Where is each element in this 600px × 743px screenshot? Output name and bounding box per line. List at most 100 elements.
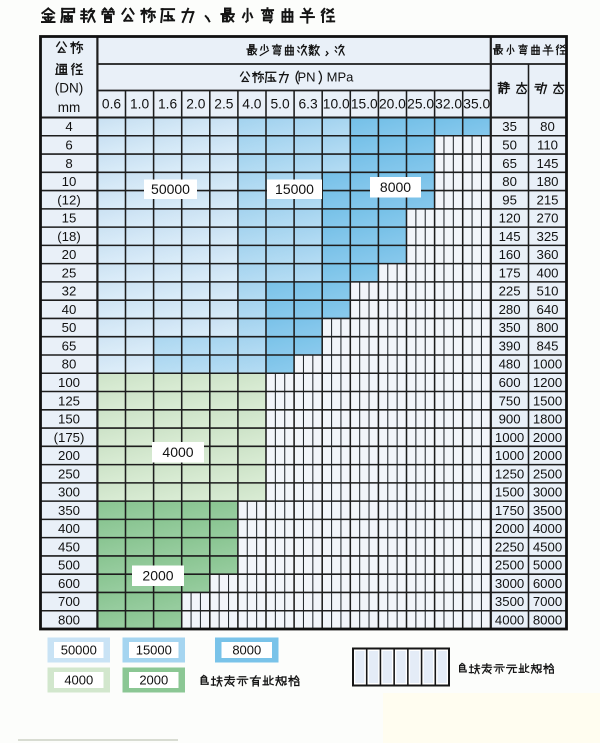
svg-text:2250: 2250 [495,539,524,554]
svg-text:700: 700 [58,594,80,609]
svg-text:80: 80 [540,119,555,134]
svg-text:10.0: 10.0 [323,97,350,112]
svg-text:1250: 1250 [495,466,524,481]
svg-text:180: 180 [536,174,558,189]
svg-text:200: 200 [58,448,80,463]
svg-text:2500: 2500 [495,558,524,573]
svg-text:250: 250 [58,466,80,481]
svg-text:6000: 6000 [533,576,562,591]
svg-text:750: 750 [499,393,521,408]
svg-text:215: 215 [536,192,558,207]
svg-text:3500: 3500 [495,594,524,609]
svg-text:10: 10 [62,174,77,189]
svg-text:(12): (12) [57,192,80,207]
svg-text:25: 25 [62,265,77,280]
svg-text:35: 35 [502,119,517,134]
svg-text:50: 50 [62,320,77,335]
svg-text:100: 100 [58,375,80,390]
svg-text:20.0: 20.0 [379,97,406,112]
svg-text:7000: 7000 [533,594,562,609]
svg-text:4000: 4000 [533,521,562,536]
svg-text:80: 80 [62,357,77,372]
svg-text:270: 270 [536,211,558,226]
svg-text:15: 15 [62,211,77,226]
svg-text:845: 845 [536,338,558,353]
svg-text:0.6: 0.6 [102,97,122,112]
svg-text:65: 65 [62,338,77,353]
svg-text:50000: 50000 [151,181,190,197]
svg-text:8000: 8000 [380,179,411,195]
svg-text:3500: 3500 [533,503,562,518]
svg-text:1200: 1200 [533,375,562,390]
svg-text:145: 145 [499,229,521,244]
svg-text:800: 800 [58,613,80,628]
svg-text:5000: 5000 [533,558,562,573]
svg-text:15000: 15000 [136,643,172,658]
svg-text:6.3: 6.3 [299,97,319,112]
svg-text:8: 8 [65,156,72,171]
svg-text:1000: 1000 [533,357,562,372]
svg-text:900: 900 [499,412,521,427]
svg-text:120: 120 [499,211,521,226]
svg-text:280: 280 [499,302,521,317]
svg-text:2000: 2000 [139,673,168,688]
svg-text:15000: 15000 [275,181,314,197]
svg-text:3000: 3000 [495,576,524,591]
svg-text:4: 4 [65,119,72,134]
svg-text:32.0: 32.0 [435,97,462,112]
svg-text:400: 400 [536,265,558,280]
svg-text:20: 20 [62,247,77,262]
svg-text:6: 6 [65,138,72,153]
svg-text:160: 160 [499,247,521,262]
svg-text:(DN): (DN) [55,81,84,96]
svg-text:40: 40 [62,302,77,317]
svg-text:600: 600 [499,375,521,390]
svg-text:3000: 3000 [533,485,562,500]
svg-text:2.5: 2.5 [214,97,234,112]
svg-text:2000: 2000 [495,521,524,536]
svg-text:1.6: 1.6 [158,97,178,112]
svg-text:450: 450 [58,539,80,554]
svg-text:175: 175 [499,265,521,280]
svg-text:800: 800 [536,320,558,335]
svg-text:4000: 4000 [162,444,193,460]
svg-text:95: 95 [502,192,517,207]
svg-text:4.0: 4.0 [242,97,262,112]
svg-text:110: 110 [537,138,558,153]
svg-text:2.0: 2.0 [186,97,206,112]
svg-text:480: 480 [499,357,521,372]
svg-text:325: 325 [536,229,558,244]
svg-text:25.0: 25.0 [407,97,434,112]
svg-text:35.0: 35.0 [463,97,490,112]
svg-text:2000: 2000 [142,568,173,584]
svg-text:1500: 1500 [495,485,524,500]
svg-text:50: 50 [502,138,517,153]
svg-text:300: 300 [58,485,80,500]
svg-text:8000: 8000 [232,643,261,658]
svg-text:5.0: 5.0 [271,97,291,112]
svg-text:510: 510 [536,284,558,299]
svg-text:65: 65 [502,156,517,171]
svg-text:8000: 8000 [533,613,562,628]
svg-text:390: 390 [499,338,521,353]
svg-text:32: 32 [62,284,77,299]
svg-text:50000: 50000 [61,643,97,658]
svg-text:80: 80 [502,174,517,189]
svg-text:1500: 1500 [533,393,562,408]
svg-text:4500: 4500 [533,539,562,554]
svg-text:2000: 2000 [533,430,562,445]
svg-text:2500: 2500 [533,466,562,481]
svg-text:4000: 4000 [64,673,93,688]
svg-text:350: 350 [499,320,521,335]
svg-text:(18): (18) [57,229,80,244]
svg-text:2000: 2000 [533,448,562,463]
svg-text:(175): (175) [54,430,85,445]
svg-text:350: 350 [58,503,80,518]
svg-text:1.0: 1.0 [130,97,150,112]
svg-text:145: 145 [536,156,558,171]
svg-text:400: 400 [58,521,80,536]
svg-text:mm: mm [58,100,81,115]
svg-text:125: 125 [58,393,80,408]
svg-text:600: 600 [58,576,80,591]
svg-text:150: 150 [58,412,80,427]
